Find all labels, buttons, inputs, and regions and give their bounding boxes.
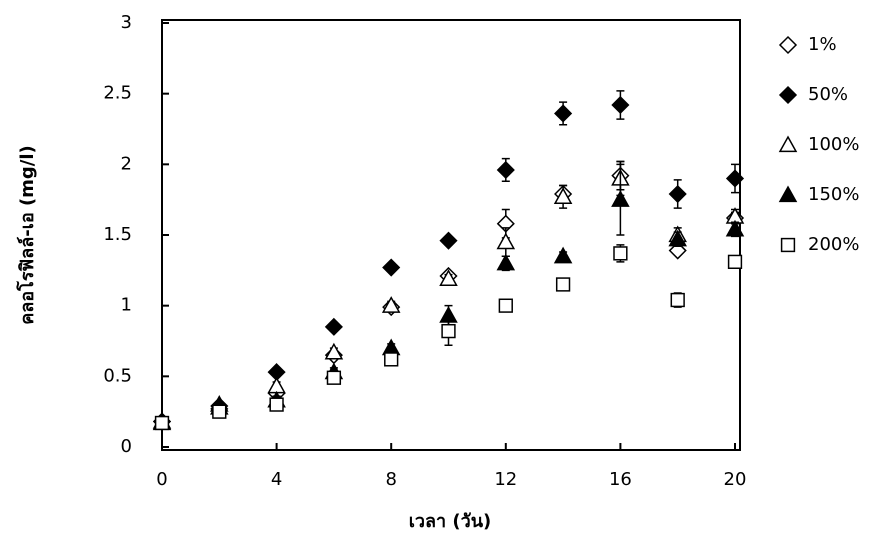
data-point: [496, 253, 516, 271]
y-tick-label: 2.5: [103, 83, 132, 104]
data-point: [611, 190, 630, 207]
data-point: [324, 342, 344, 360]
data-point: [553, 187, 573, 204]
legend-marker: [778, 35, 798, 55]
legend-label: 50%: [808, 84, 848, 105]
legend-label: 150%: [808, 184, 859, 205]
y-tick-label: 1: [121, 295, 132, 316]
y-tick-label: 3: [121, 12, 132, 33]
x-tick-label: 20: [724, 469, 747, 490]
data-point: [267, 376, 286, 394]
y-axis-label: คลอโรฟิลล์-เอ (mg/l): [16, 145, 38, 325]
data-point: [439, 231, 458, 250]
data-point: [670, 292, 685, 308]
y-tick-label: 0: [121, 436, 132, 457]
y-tick-label: 1.5: [103, 224, 132, 245]
y-tick-label: 2: [121, 153, 132, 174]
data-point: [554, 104, 573, 123]
data-point: [381, 296, 401, 313]
data-point: [496, 160, 515, 180]
x-axis-label: เวลา (วัน): [409, 511, 492, 532]
data-point: [496, 232, 516, 250]
data-point: [384, 352, 399, 367]
data-point: [326, 370, 342, 385]
legend-label: 1%: [808, 34, 837, 55]
data-point: [727, 254, 743, 270]
data-point: [269, 397, 284, 412]
legend-marker: [778, 185, 798, 203]
legend-marker: [778, 85, 798, 105]
data-point: [441, 323, 456, 339]
data-point: [498, 298, 513, 313]
legend-marker: [778, 135, 798, 153]
legend-marker: [780, 237, 796, 253]
data-point: [725, 219, 745, 237]
legend-label: 100%: [808, 134, 859, 155]
data-point: [382, 258, 401, 277]
data-point: [668, 184, 687, 204]
data-point: [324, 317, 343, 336]
x-tick-label: 16: [609, 469, 632, 490]
x-tick-label: 12: [494, 469, 517, 490]
y-tick-label: 0.5: [103, 365, 132, 386]
data-point: [613, 246, 628, 261]
data-point: [555, 277, 571, 292]
data-point: [611, 95, 630, 115]
x-tick-label: 8: [385, 469, 396, 490]
x-tick-label: 0: [156, 469, 167, 490]
legend-label: 200%: [808, 234, 859, 255]
x-tick-label: 4: [271, 469, 282, 490]
data-point: [668, 229, 687, 247]
data-point: [212, 404, 227, 419]
data-point: [154, 415, 170, 431]
data-point: [725, 169, 745, 188]
data-point: [439, 269, 458, 286]
data-point: [553, 246, 573, 264]
